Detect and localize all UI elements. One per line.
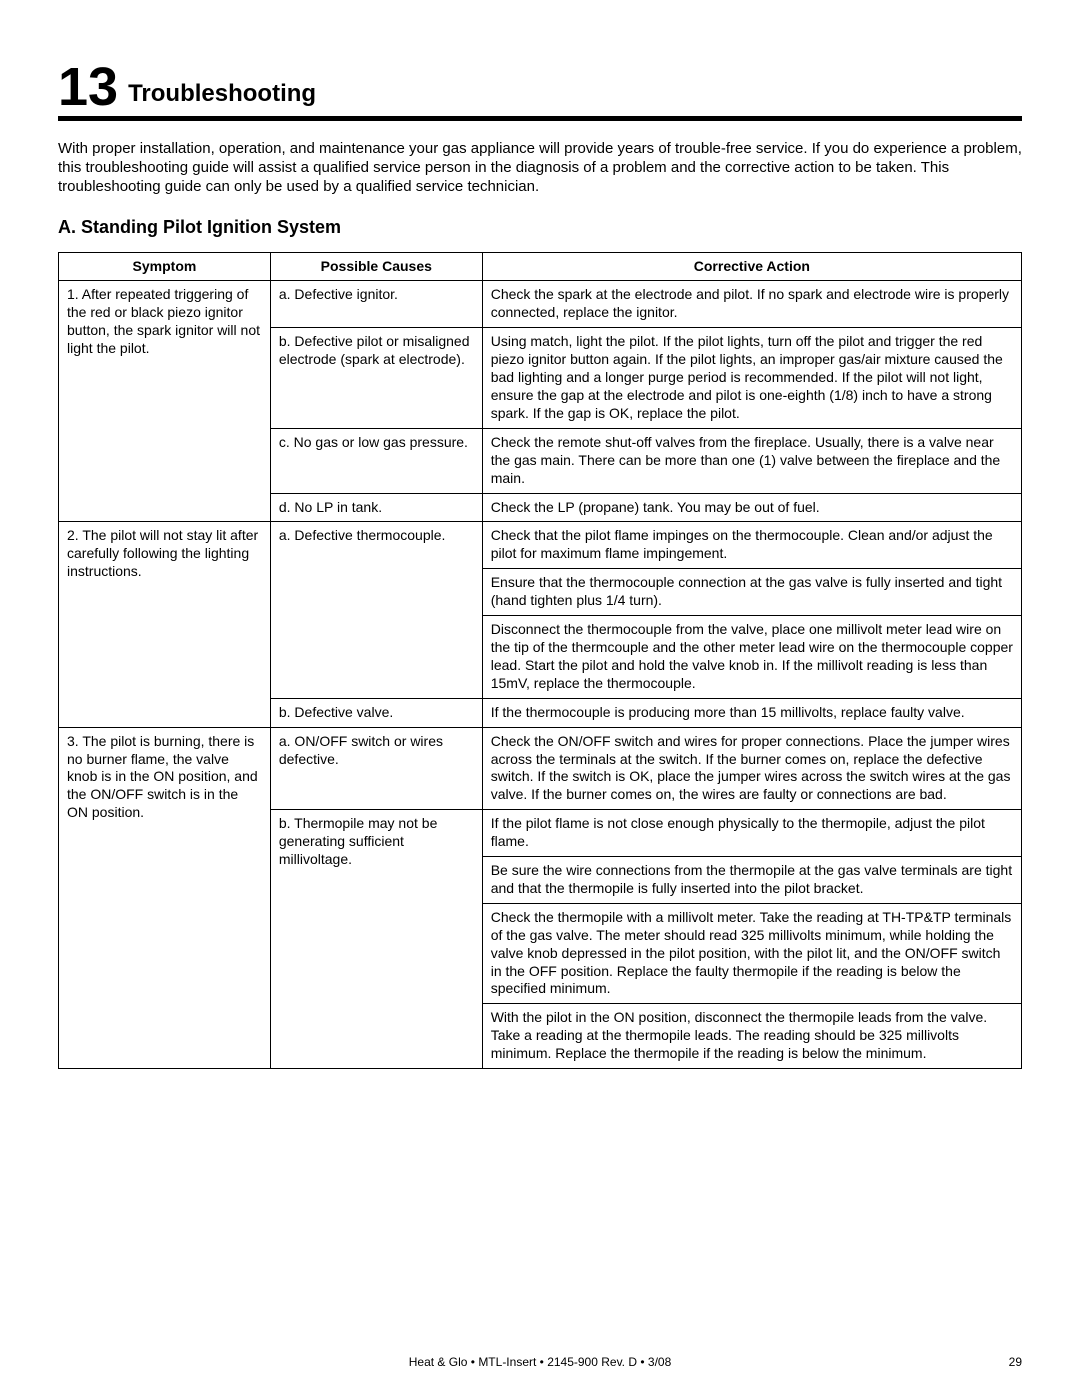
action-cell: Check that the pilot flame impinges on t… (482, 522, 1021, 569)
action-cell: Check the thermopile with a millivolt me… (482, 903, 1021, 1004)
header-cause: Possible Causes (270, 252, 482, 281)
action-cell: If the thermocouple is producing more th… (482, 698, 1021, 727)
chapter-title: Troubleshooting (128, 80, 316, 116)
page: 13 Troubleshooting With proper installat… (0, 0, 1080, 1397)
table-row: 3. The pilot is burning, there is no bur… (59, 727, 1022, 810)
action-cell: Be sure the wire connections from the th… (482, 857, 1021, 904)
symptom-cell: 1. After repeated triggering of the red … (59, 281, 271, 522)
cause-cell: b. Thermopile may not be generating suff… (270, 810, 482, 1069)
troubleshooting-table: Symptom Possible Causes Corrective Actio… (58, 252, 1022, 1070)
chapter-number: 13 (58, 60, 118, 116)
table-header-row: Symptom Possible Causes Corrective Actio… (59, 252, 1022, 281)
cause-cell: c. No gas or low gas pressure. (270, 428, 482, 493)
cause-cell: a. Defective ignitor. (270, 281, 482, 328)
action-cell: Using match, light the pilot. If the pil… (482, 328, 1021, 429)
symptom-cell: 3. The pilot is burning, there is no bur… (59, 727, 271, 1069)
action-cell: If the pilot flame is not close enough p… (482, 810, 1021, 857)
action-cell: Disconnect the thermocouple from the val… (482, 616, 1021, 699)
action-cell: Check the remote shut-off valves from th… (482, 428, 1021, 493)
page-number: 29 (1009, 1355, 1022, 1369)
cause-cell: b. Defective pilot or misaligned electro… (270, 328, 482, 429)
chapter-header: 13 Troubleshooting (58, 60, 1022, 121)
action-cell: With the pilot in the ON position, disco… (482, 1004, 1021, 1069)
cause-cell: a. ON/OFF switch or wires defective. (270, 727, 482, 810)
cause-cell: d. No LP in tank. (270, 493, 482, 522)
action-cell: Check the LP (propane) tank. You may be … (482, 493, 1021, 522)
footer-center-text: Heat & Glo • MTL-Insert • 2145-900 Rev. … (58, 1355, 1022, 1369)
intro-paragraph: With proper installation, operation, and… (58, 139, 1022, 197)
action-cell: Check the ON/OFF switch and wires for pr… (482, 727, 1021, 810)
header-action: Corrective Action (482, 252, 1021, 281)
cause-cell: b. Defective valve. (270, 698, 482, 727)
table-row: 1. After repeated triggering of the red … (59, 281, 1022, 328)
table-row: 2. The pilot will not stay lit after car… (59, 522, 1022, 569)
cause-cell: a. Defective thermocouple. (270, 522, 482, 698)
page-footer: Heat & Glo • MTL-Insert • 2145-900 Rev. … (58, 1355, 1022, 1369)
action-cell: Ensure that the thermocouple connection … (482, 569, 1021, 616)
symptom-cell: 2. The pilot will not stay lit after car… (59, 522, 271, 727)
action-cell: Check the spark at the electrode and pil… (482, 281, 1021, 328)
header-symptom: Symptom (59, 252, 271, 281)
section-title: A. Standing Pilot Ignition System (58, 217, 1022, 238)
